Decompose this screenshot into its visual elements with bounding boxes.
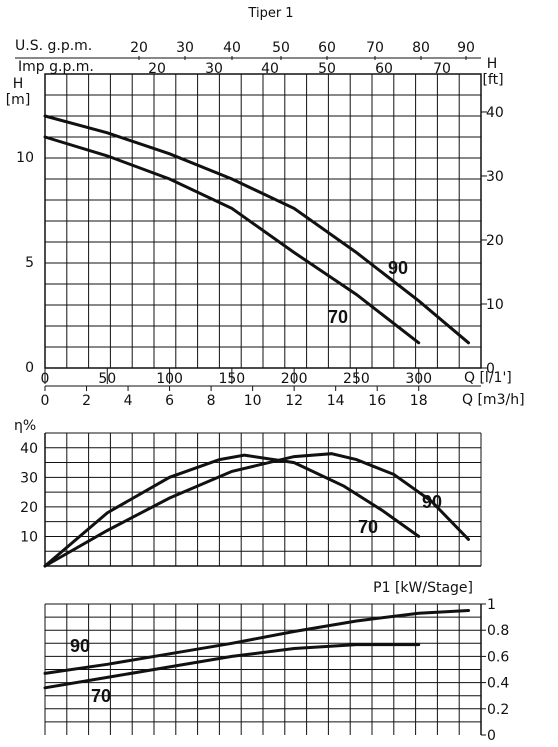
head-series-70-label: 70	[328, 307, 348, 327]
us-gpm-tick: 20	[130, 40, 148, 56]
imp-gpm-label: Imp g.p.m.	[18, 59, 94, 75]
pow-y-tick: 0.4	[487, 676, 509, 692]
chart-marks: 90 70 90 70 90 70	[43, 114, 470, 706]
us-gpm-tick: 70	[366, 40, 384, 56]
chart-title: Tiper 1	[247, 6, 293, 21]
eff-y-tick: 40	[20, 441, 38, 457]
pow-series-90-label: 90	[70, 636, 90, 656]
x-m3h-tick: 8	[207, 393, 216, 409]
x-lpm-label: Q [l/1']	[464, 370, 512, 386]
head-series-70-line	[43, 135, 421, 345]
head-right-tick: 20	[486, 233, 504, 249]
head-left-tick: 10	[16, 150, 34, 166]
head-right-tick: 30	[486, 169, 504, 185]
pow-y-tick: 0	[487, 728, 496, 744]
imp-gpm-tick: 50	[318, 61, 336, 77]
eff-series-90-label: 90	[422, 492, 442, 512]
imp-gpm-tick: 70	[433, 61, 451, 77]
pow-y-tick: 0.6	[487, 649, 509, 665]
us-gpm-tick: 80	[412, 40, 430, 56]
x-m3h-tick: 2	[82, 393, 91, 409]
pow-ylabel: P1 [kW/Stage]	[373, 580, 473, 596]
x-m3h-label: Q [m3/h]	[462, 392, 525, 408]
head-right-tick: 10	[486, 297, 504, 313]
us-gpm-tick: 30	[176, 40, 194, 56]
head-ylabel-right: H	[487, 56, 498, 72]
us-gpm-label: U.S. g.p.m.	[15, 38, 92, 54]
x-m3h-tick: 14	[327, 393, 345, 409]
pow-series-70-line	[43, 643, 421, 690]
eff-series-70-label: 70	[358, 517, 378, 537]
us-gpm-tick: 50	[272, 40, 290, 56]
eff-y-tick: 20	[20, 500, 38, 516]
imp-gpm-tick: 40	[261, 61, 279, 77]
pow-y-tick: 0.8	[487, 623, 509, 639]
head-series-90-label: 90	[388, 258, 408, 278]
imp-gpm-tick: 30	[205, 61, 223, 77]
pow-series-90-line	[43, 609, 470, 675]
efficiency-chart-grid: η% 10 20 30 40	[14, 418, 482, 567]
head-right-tick: 40	[486, 105, 504, 121]
head-series-90-line	[43, 114, 470, 345]
eff-y-tick: 10	[20, 529, 38, 545]
eff-series-90-line	[43, 452, 470, 568]
head-ylabel-right-unit: [ft]	[482, 72, 503, 88]
us-gpm-tick: 60	[318, 40, 336, 56]
head-frame	[44, 73, 482, 369]
power-chart-grid: P1 [kW/Stage] 0 0.2 0.4 0.6 0.8 1	[44, 580, 509, 744]
head-left-tick: 0	[25, 360, 34, 376]
x-m3h-tick: 4	[124, 393, 133, 409]
eff-ylabel: η%	[14, 418, 36, 434]
eff-series-70-line	[43, 453, 421, 568]
x-m3h-tick: 12	[285, 393, 303, 409]
imp-gpm-tick: 60	[375, 61, 393, 77]
head-ylabel: H	[13, 76, 24, 92]
pow-y-tick: 0.2	[487, 702, 509, 718]
pow-y-tick: 1	[487, 597, 496, 613]
x-m3h-tick: 0	[41, 393, 50, 409]
pow-series-70-label: 70	[91, 686, 111, 706]
x-m3h-tick: 10	[244, 393, 262, 409]
x-m3h-tick: 6	[165, 393, 174, 409]
x-m3h-tick: 16	[368, 393, 386, 409]
eff-y-tick: 30	[20, 470, 38, 486]
head-ylabel-unit: [m]	[6, 92, 31, 108]
us-gpm-tick: 40	[223, 40, 241, 56]
imp-gpm-tick: 20	[148, 61, 166, 77]
x-m3h-tick: 18	[410, 393, 428, 409]
head-right-tick: 0	[486, 361, 495, 377]
head-left-tick: 5	[25, 255, 34, 271]
us-gpm-tick: 90	[457, 40, 475, 56]
